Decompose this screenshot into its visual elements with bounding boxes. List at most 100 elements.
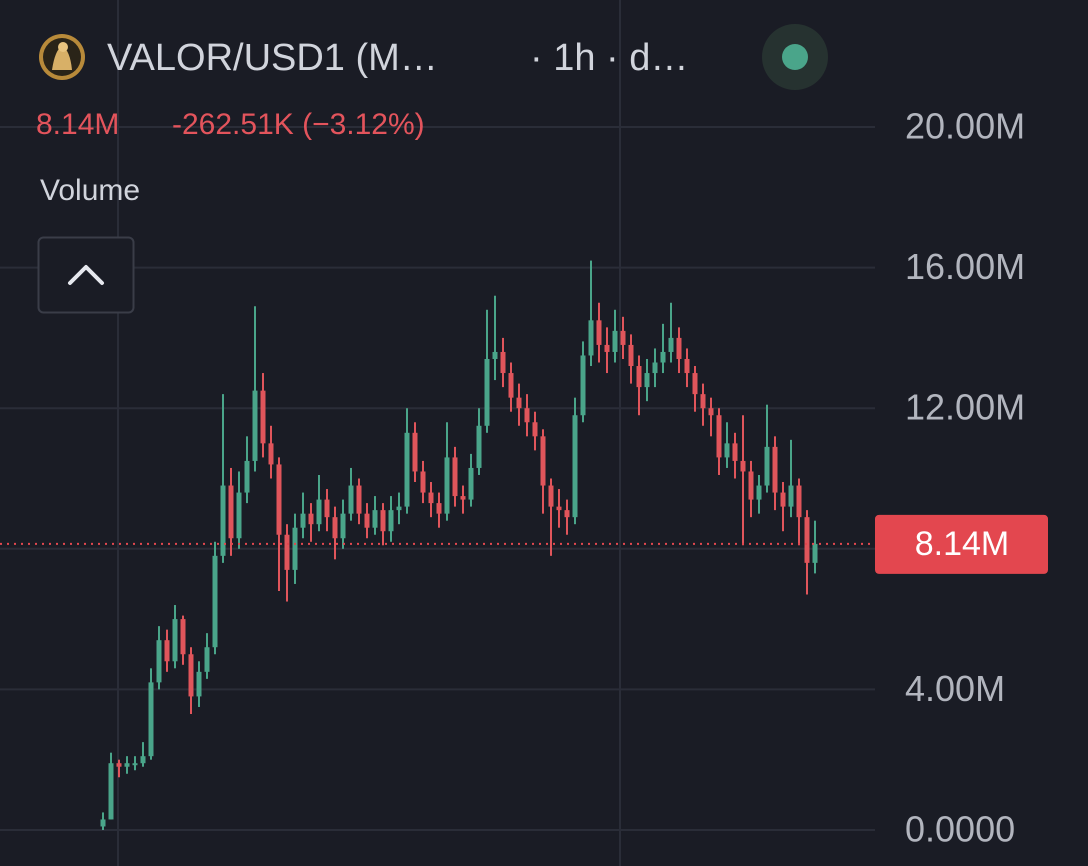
symbol-icon bbox=[39, 34, 85, 80]
candle-body bbox=[420, 471, 426, 493]
candle-body bbox=[348, 485, 354, 514]
candle-body bbox=[108, 763, 114, 820]
last-price-tag bbox=[875, 514, 1048, 574]
candle-body bbox=[356, 485, 362, 514]
y-tick-label: 4.00M bbox=[905, 668, 1005, 709]
candle-body bbox=[124, 763, 130, 767]
candle-body bbox=[276, 464, 282, 535]
candle-body bbox=[716, 415, 722, 458]
candle-body bbox=[516, 397, 522, 409]
candle-body bbox=[492, 351, 498, 359]
candle-body bbox=[780, 492, 786, 507]
candle-body bbox=[764, 446, 770, 486]
candle-body bbox=[644, 373, 650, 388]
candle-body bbox=[572, 415, 578, 518]
candle-body bbox=[396, 506, 402, 511]
status-indicator[interactable] bbox=[762, 24, 828, 90]
candle-body bbox=[372, 510, 378, 528]
y-tick-label: 20.00M bbox=[905, 106, 1025, 147]
candle-body bbox=[332, 517, 338, 539]
candle-body bbox=[388, 510, 394, 532]
candle-body bbox=[428, 492, 434, 504]
y-tick-label: 0.0000 bbox=[905, 809, 1015, 850]
candle-body bbox=[268, 443, 274, 465]
candle-body bbox=[236, 492, 242, 539]
candle-body bbox=[700, 394, 706, 409]
candle-body bbox=[748, 471, 754, 500]
candles bbox=[100, 260, 818, 830]
candle-body bbox=[100, 819, 106, 827]
candle-body bbox=[660, 351, 666, 363]
candle-body bbox=[468, 467, 474, 500]
last-price: 8.14M bbox=[36, 108, 119, 141]
candle-body bbox=[404, 432, 410, 507]
candle-body bbox=[708, 408, 714, 416]
candle-body bbox=[500, 351, 506, 374]
candle-body bbox=[452, 457, 458, 497]
candle-body bbox=[284, 534, 290, 570]
candle-body bbox=[532, 422, 538, 437]
candle-body bbox=[756, 485, 762, 500]
indicator-label: Volume bbox=[40, 174, 140, 207]
candle-body bbox=[292, 527, 298, 570]
candle-body bbox=[740, 460, 746, 472]
candle-body bbox=[588, 320, 594, 356]
candle-body bbox=[460, 496, 466, 500]
candle-body bbox=[140, 756, 146, 764]
candle-body bbox=[116, 763, 122, 767]
candle-body bbox=[508, 373, 514, 398]
candle-body bbox=[684, 358, 690, 374]
candle-body bbox=[436, 503, 442, 514]
candle-body bbox=[412, 432, 418, 472]
candle-body bbox=[148, 682, 154, 757]
candle-body bbox=[244, 460, 250, 493]
collapse-button[interactable] bbox=[37, 236, 135, 314]
candle-body bbox=[340, 513, 346, 539]
candle-body bbox=[252, 390, 258, 461]
candle-body bbox=[316, 499, 322, 525]
candle-body bbox=[164, 640, 170, 662]
y-tick-label: 16.00M bbox=[905, 246, 1025, 287]
candle-body bbox=[260, 390, 266, 444]
candle-body bbox=[228, 485, 234, 539]
candle-body bbox=[484, 358, 490, 426]
candle-body bbox=[300, 513, 306, 528]
candle-body bbox=[620, 330, 626, 345]
candle-body bbox=[172, 619, 178, 662]
candle-body bbox=[188, 654, 194, 697]
candle-body bbox=[364, 513, 370, 528]
candle-body bbox=[580, 355, 586, 416]
candle-body bbox=[732, 443, 738, 461]
candle-body bbox=[796, 485, 802, 518]
candle-body bbox=[772, 446, 778, 493]
price-change: -262.51K (−3.12%) bbox=[172, 108, 425, 141]
y-tick-label: 12.00M bbox=[905, 387, 1025, 428]
last-price-tag-label: 8.14M bbox=[915, 525, 1010, 563]
candle-body bbox=[380, 510, 386, 532]
candle-body bbox=[540, 436, 546, 486]
symbol-title: VALOR/USD1 (M… bbox=[107, 37, 438, 79]
candle-body bbox=[804, 517, 810, 563]
candle-body bbox=[724, 443, 730, 458]
candle-body bbox=[668, 337, 674, 352]
candle-body bbox=[220, 485, 226, 556]
candle-body bbox=[196, 671, 202, 697]
candle-body bbox=[212, 555, 218, 648]
candle-body bbox=[556, 506, 562, 511]
candle-body bbox=[324, 499, 330, 518]
candle-body bbox=[308, 513, 314, 525]
candle-body bbox=[564, 510, 570, 518]
candle-body bbox=[604, 344, 610, 352]
candle-body bbox=[476, 425, 482, 468]
grid bbox=[0, 126, 875, 831]
candle-body bbox=[612, 330, 618, 352]
candle-body bbox=[156, 640, 162, 683]
candle-body bbox=[524, 408, 530, 423]
candle-body bbox=[676, 337, 682, 359]
candle-body bbox=[204, 647, 210, 672]
candle-body bbox=[788, 485, 794, 507]
candle-body bbox=[812, 543, 818, 563]
candle-body bbox=[628, 344, 634, 367]
